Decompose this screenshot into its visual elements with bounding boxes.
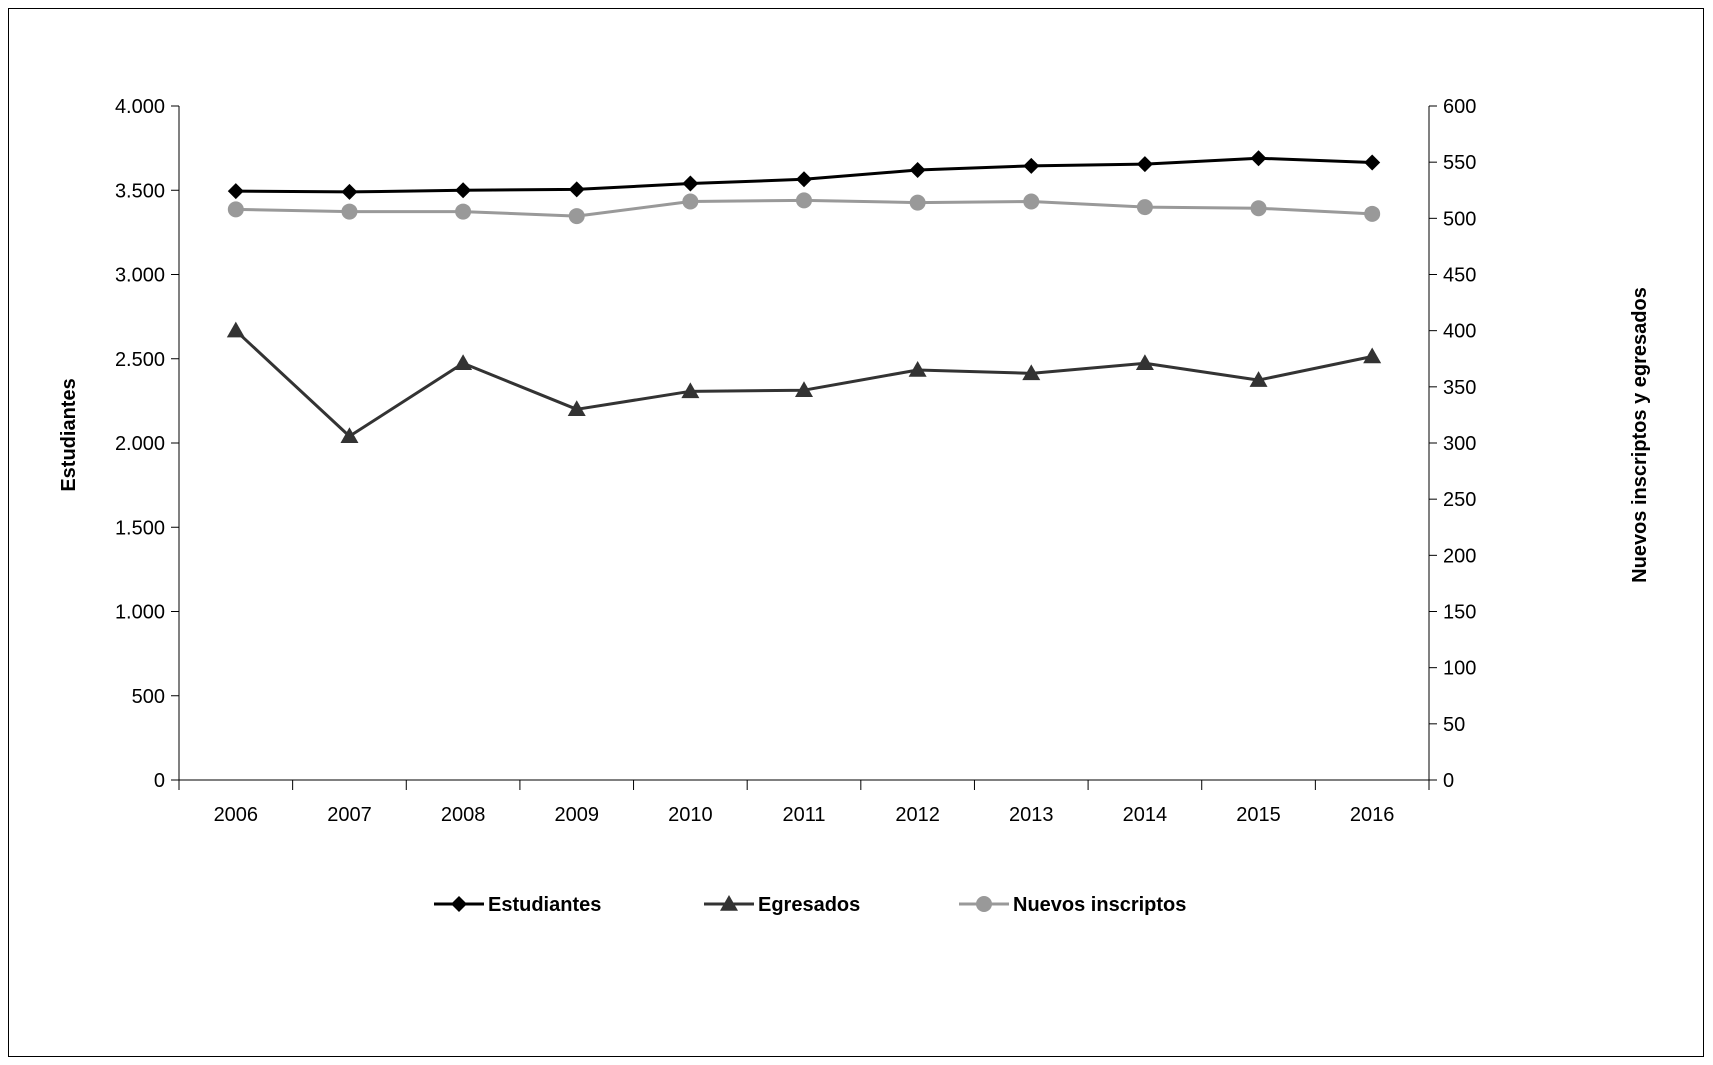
data-point [908,360,927,377]
data-point [455,182,472,199]
y2-axis-title: Nuevos inscriptos y egresados [1629,287,1651,583]
y2-tick-label: 450 [1443,265,1476,287]
y2-tick-label: 50 [1443,714,1465,736]
data-point [909,162,926,179]
series-layer [226,150,1382,444]
data-point [454,354,473,370]
y-tick-label: 2.000 [115,433,165,455]
data-point [1363,347,1382,364]
legend-marker [976,896,992,912]
x-tick-label: 2012 [895,804,940,826]
data-point [795,381,813,397]
y-tick-label: 500 [132,686,165,708]
data-point [1135,354,1154,370]
x-tick-label: 2009 [554,804,599,826]
legend-label: Nuevos inscriptos [1013,894,1186,916]
x-tick-label: 2014 [1123,804,1168,826]
data-point [1023,193,1040,210]
y-axis-title: Estudiantes [58,378,80,491]
data-point [1364,154,1381,171]
x-tick-label: 2006 [214,804,259,826]
data-point [1136,156,1153,173]
y-tick-label: 3.500 [115,180,165,202]
data-point [682,193,699,210]
legend-label: Egresados [758,894,860,916]
data-point [568,181,585,198]
legend-item: Estudiantes [434,894,601,916]
y2-tick-label: 300 [1443,433,1476,455]
x-tick-label: 2010 [668,804,713,826]
x-tick-label: 2007 [327,804,372,826]
data-point [567,400,586,417]
data-point [796,171,812,188]
y-tick-label: 4.000 [115,96,165,118]
y-tick-label: 1.500 [115,517,165,539]
y2-tick-label: 350 [1443,377,1476,399]
data-point [1250,150,1267,167]
data-point [1136,199,1153,216]
y2-tick-label: 200 [1443,545,1476,567]
legend-label: Estudiantes [488,894,601,916]
data-point [226,321,245,338]
line-chart: 0 500 1.000 1.500 2.000 2.500 3.000 3.500 4.000 0… [58,96,1651,916]
legend-marker [451,896,467,912]
y-tick-label: 0 [154,770,165,792]
y2-tick-label: 150 [1443,602,1476,624]
data-point [1250,200,1267,217]
x-tick-label: 2015 [1236,804,1281,826]
data-point [341,183,358,200]
y-tick-label: 2.500 [115,349,165,371]
x-tick-label: 2016 [1350,804,1395,826]
axes-layer: 0 500 1.000 1.500 2.000 2.500 3.000 3.500 4.000 0… [115,96,1476,826]
data-point [682,175,699,192]
series-estudiantes [227,150,1381,200]
data-point [341,203,358,220]
legend: Estudiantes Egresados Nuevos inscriptos [434,894,1186,916]
y2-tick-label: 400 [1443,321,1476,343]
data-point [1022,364,1041,381]
y2-tick-label: 250 [1443,489,1476,511]
data-point [796,192,812,209]
legend-marker [720,895,738,911]
y2-tick-label: 550 [1443,152,1476,174]
series-nuevos-inscriptos [227,192,1381,225]
y2-tick-label: 0 [1443,770,1454,792]
y-tick-label: 3.000 [115,265,165,287]
chart-frame: 0 500 1.000 1.500 2.000 2.500 3.000 3.500 4.000 0… [8,8,1704,1057]
legend-item: Nuevos inscriptos [959,894,1186,916]
x-tick-label: 2013 [1009,804,1054,826]
data-point [1364,205,1381,222]
y2-tick-label: 600 [1443,96,1476,118]
data-point [909,194,926,211]
y2-tick-label: 500 [1443,208,1476,230]
data-point [568,208,585,225]
data-point [340,427,359,444]
y-tick-label: 1.000 [115,602,165,624]
x-tick-label: 2011 [782,804,825,826]
series-egresados [226,321,1382,444]
y2-tick-label: 100 [1443,658,1476,680]
data-point [455,203,472,220]
data-point [681,382,700,399]
data-point [227,201,244,218]
data-point [1249,371,1268,387]
data-point [1023,157,1040,174]
x-tick-label: 2008 [441,804,486,826]
legend-item: Egresados [704,894,860,916]
data-point [227,183,244,200]
